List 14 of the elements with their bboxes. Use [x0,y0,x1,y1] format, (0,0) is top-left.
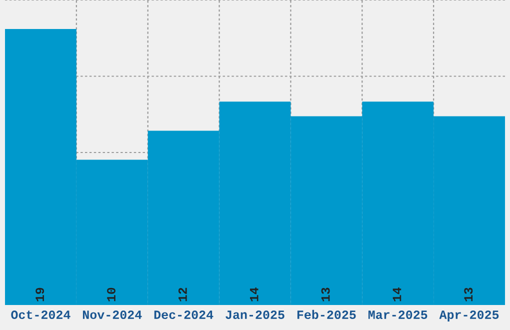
data-label: 14 [392,287,402,302]
x-tick-label: Oct-2024 [11,310,70,320]
x-tick-label: Jan-2025 [226,310,284,320]
x-tick-label: Apr-2025 [439,310,499,322]
data-label: 13 [464,288,473,302]
x-tick-label: Nov-2024 [82,310,142,320]
data-label: 12 [178,288,187,302]
data-label: 13 [321,288,330,302]
data-label: 10 [107,288,116,302]
x-tick-label: Dec-2024 [154,310,214,320]
x-tick-label: Mar-2025 [368,310,428,320]
data-label: 14 [250,287,258,302]
x-tick-label: Feb-2025 [297,310,356,320]
data-label: 19 [36,288,44,302]
